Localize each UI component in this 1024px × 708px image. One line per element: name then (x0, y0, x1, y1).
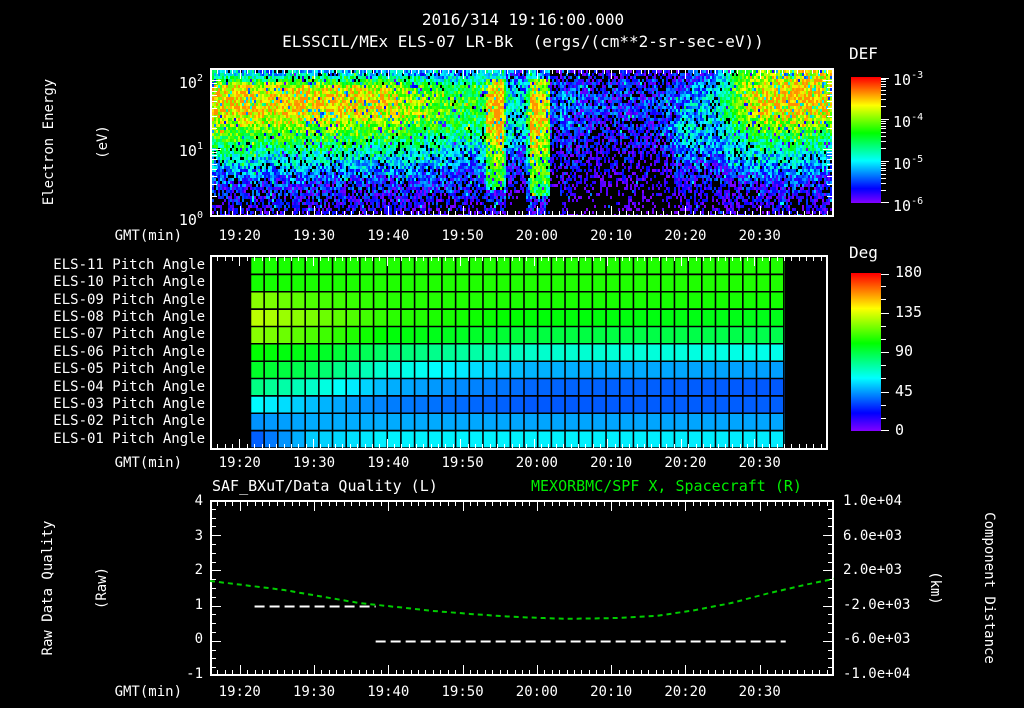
deg-colorbar-tick-label: 180 (895, 263, 923, 281)
time-tick-label: 20:20 (664, 684, 707, 700)
time-tick-label: 19:40 (367, 455, 410, 471)
gmt-label-bottom: GMT(min) (114, 684, 182, 700)
time-tick-label: 19:30 (292, 684, 336, 700)
title-datetime: 2016/314 19:16:00.000 (421, 10, 625, 29)
pitch-row-label: ELS-06 Pitch Angle (53, 343, 205, 360)
def-colorbar-tick-label: 10-4 (893, 112, 924, 131)
time-tick-label: 20:30 (738, 228, 781, 244)
deg-colorbar-tick-label: 0 (895, 421, 905, 439)
line-panel-title-left: SAF_BXuT/Data Quality (L) (212, 477, 438, 495)
quality-tick-label: 1 (194, 596, 203, 613)
time-tick-label: 19:20 (218, 228, 261, 244)
line-chart-canvas (210, 500, 834, 676)
time-tick-label: 20:00 (515, 228, 558, 244)
time-tick-labels-top: 19:20 19:30 19:40 19:50 20:00 20:10 20:20 20:30 (203, 228, 798, 244)
time-tick-label: 20:30 (738, 455, 781, 471)
time-tick-label: 20:30 (738, 684, 781, 700)
distance-tick-label: 2.0e+03 (843, 562, 903, 579)
time-tick-label: 19:20 (218, 455, 261, 471)
time-tick-label: 19:30 (292, 455, 336, 471)
time-tick-label: 19:50 (441, 228, 484, 244)
component-distance-axis-title-line2: (km) (927, 571, 943, 605)
time-tick-label: 19:40 (367, 228, 410, 244)
component-distance-axis-title-line1: Component Distance (981, 512, 997, 664)
pitch-row-label: ELS-08 Pitch Angle (53, 309, 205, 326)
time-tick-label: 19:30 (292, 228, 336, 244)
quality-tick-label: -1 (186, 665, 203, 682)
deg-colorbar-tick-label: 90 (895, 342, 914, 360)
time-tick-label: 20:10 (590, 684, 633, 700)
pitch-row-label: ELS-07 Pitch Angle (53, 326, 205, 343)
distance-tick-label: -2.0e+03 (843, 596, 911, 613)
def-colorbar-tick-label: 10-6 (893, 196, 924, 215)
time-tick-label: 19:50 (441, 684, 484, 700)
time-tick-label: 20:10 (590, 455, 633, 471)
def-colorbar-title: DEF (849, 44, 878, 63)
pitch-row-label: ELS-04 Pitch Angle (53, 378, 205, 395)
spectrogram-canvas (210, 68, 834, 217)
energy-axis-title-line2: (eV) (95, 125, 111, 159)
time-tick-label: 20:10 (590, 228, 633, 244)
energy-tick-label: 102 (178, 73, 203, 92)
distance-tick-labels: 1.0e+04 6.0e+03 2.0e+03 -2.0e+03 -6.0e+03 -1.… (843, 484, 910, 692)
distance-tick-label: -6.0e+03 (843, 631, 911, 648)
pitch-row-label: ELS-10 Pitch Angle (53, 274, 205, 291)
energy-tick-label: 100 (178, 209, 203, 229)
raw-quality-axis-title-line1: Raw Data Quality (40, 520, 56, 656)
def-colorbar-tick-label: 10-5 (893, 154, 924, 173)
deg-colorbar-title: Deg (849, 243, 878, 262)
deg-colorbar (851, 273, 891, 431)
pitch-row-label: ELS-03 Pitch Angle (53, 395, 205, 412)
distance-tick-label: 6.0e+03 (843, 527, 903, 544)
deg-colorbar-tick-labels: 180 135 90 45 0 (895, 253, 922, 451)
time-tick-label: 19:50 (441, 455, 484, 471)
def-colorbar-tick-labels: 10-3 10-4 10-5 10-6 (893, 56, 923, 224)
pitch-row-label: ELS-09 Pitch Angle (53, 291, 205, 308)
distance-tick-label: 1.0e+04 (843, 493, 903, 509)
energy-tick-label: 101 (178, 141, 203, 161)
def-colorbar-tick-label: 10-3 (893, 70, 924, 89)
quality-tick-label: 2 (194, 562, 203, 579)
deg-colorbar-tick-label: 135 (895, 302, 923, 321)
gmt-label-middle: GMT(min) (114, 455, 182, 471)
pitch-row-labels: ELS-11 Pitch Angle ELS-10 Pitch Angle ELS-… (0, 257, 205, 448)
title-instrument: ELSSCIL/MEx ELS-07 LR-Bk (ergs/(cm**2-sr… (282, 32, 764, 51)
quality-tick-labels: 4 3 2 1 0 -1 (120, 484, 203, 692)
raw-quality-axis-title-line2: (Raw) (94, 566, 110, 610)
energy-tick-labels: 102 101 100 (120, 46, 203, 251)
def-colorbar (851, 77, 891, 203)
time-tick-labels-bottom: 19:20 19:30 19:40 19:50 20:00 20:10 20:20 20:30 (203, 684, 798, 700)
pitch-row-label: ELS-02 Pitch Angle (53, 413, 205, 430)
time-tick-label: 19:20 (218, 684, 261, 700)
pitch-row-label: ELS-05 Pitch Angle (53, 361, 205, 378)
time-tick-label: 20:20 (664, 455, 707, 471)
quality-tick-label: 3 (194, 527, 203, 544)
pitch-row-label: ELS-01 Pitch Angle (53, 430, 205, 447)
time-tick-label: 20:20 (664, 228, 707, 244)
time-tick-label: 19:40 (367, 684, 410, 700)
quality-tick-label: 0 (194, 631, 203, 648)
gmt-label-top: GMT(min) (114, 228, 182, 244)
time-tick-labels-middle: 19:20 19:30 19:40 19:50 20:00 20:10 20:20 20:30 (203, 455, 798, 471)
quality-tick-label: 4 (194, 493, 203, 509)
time-tick-label: 20:00 (515, 684, 558, 700)
pitch-angle-canvas (210, 255, 828, 450)
deg-colorbar-tick-label: 45 (895, 381, 914, 400)
line-panel-title-right: MEXORBMC/SPF X, Spacecraft (R) (531, 477, 802, 495)
energy-axis-title-line1: Electron Energy (41, 78, 57, 206)
time-tick-label: 20:00 (515, 455, 558, 471)
distance-tick-label: -1.0e+04 (843, 665, 911, 682)
pitch-row-label: ELS-11 Pitch Angle (53, 257, 205, 273)
